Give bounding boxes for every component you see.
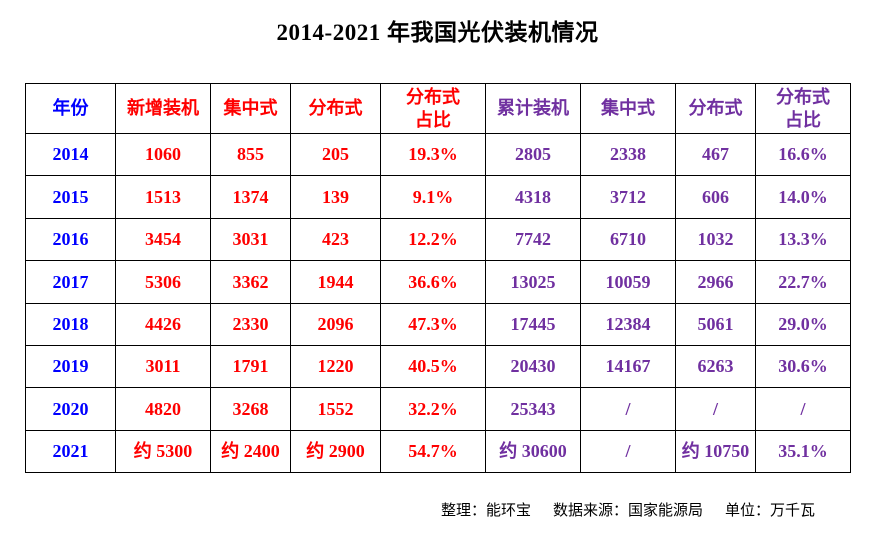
cell-value: 6263 xyxy=(675,344,756,389)
cell-year: 2019 xyxy=(25,344,116,389)
cell-value: 423 xyxy=(290,217,381,262)
cell-value: 3011 xyxy=(115,344,211,389)
cell-value: 40.5% xyxy=(380,344,486,389)
cell-value: 606 xyxy=(675,175,756,219)
cell-value: 7742 xyxy=(485,217,581,262)
cell-year: 2016 xyxy=(25,217,116,262)
cell-value: / xyxy=(755,387,851,431)
cell-value: 5061 xyxy=(675,302,756,346)
cell-value: 约 2900 xyxy=(290,429,381,474)
cell-value: 16.6% xyxy=(755,132,851,177)
cell-value: 29.0% xyxy=(755,302,851,346)
header-cell-2: 集中式 xyxy=(210,83,291,134)
cell-value: 19.3% xyxy=(380,132,486,177)
footer: 整理：能环宝 数据来源：国家能源局 单位：万千瓦 xyxy=(441,499,815,520)
cell-value: 47.3% xyxy=(380,302,486,346)
table-row: 2014 1060 855 205 19.3% 2805 2338 467 16.6% xyxy=(25,132,851,177)
cell-value: 467 xyxy=(675,132,756,177)
cell-value: 5306 xyxy=(115,260,211,304)
cell-value: 1220 xyxy=(290,344,381,389)
cell-value: 10059 xyxy=(580,260,676,304)
cell-value: 2096 xyxy=(290,302,381,346)
cell-value: 1791 xyxy=(210,344,291,389)
cell-value: 14.0% xyxy=(755,175,851,219)
cell-year: 2015 xyxy=(25,175,116,219)
cell-value: / xyxy=(675,387,756,431)
cell-value: 17445 xyxy=(485,302,581,346)
cell-value: 32.2% xyxy=(380,387,486,431)
cell-year: 2018 xyxy=(25,302,116,346)
cell-value: 3268 xyxy=(210,387,291,431)
header-cell-3: 分布式 xyxy=(290,83,381,134)
cell-value: 22.7% xyxy=(755,260,851,304)
table-row: 2019 3011 1791 1220 40.5% 20430 14167 6263 30.6% xyxy=(25,344,851,389)
cell-value: 12384 xyxy=(580,302,676,346)
cell-year: 2020 xyxy=(25,387,116,431)
table-row: 2016 3454 3031 423 12.2% 7742 6710 1032 13.3% xyxy=(25,217,851,262)
cell-year: 2021 xyxy=(25,429,116,474)
cell-value: 1944 xyxy=(290,260,381,304)
cell-value: / xyxy=(580,429,676,474)
header-cell-4: 分布式 占比 xyxy=(380,83,486,134)
pv-installation-table: 年份 新增装机 集中式 分布式 分布式 占比 累计装机 集中式 分布式 分布式 占比 2014 1… xyxy=(25,83,851,474)
table-header-row: 年份 新增装机 集中式 分布式 分布式 占比 累计装机 集中式 分布式 分布式 占比 xyxy=(25,83,851,134)
header-cell-0: 年份 xyxy=(25,83,116,134)
cell-value: 1374 xyxy=(210,175,291,219)
header-cell-6: 集中式 xyxy=(580,83,676,134)
cell-year: 2014 xyxy=(25,132,116,177)
cell-value: 6710 xyxy=(580,217,676,262)
cell-value: 约 2400 xyxy=(210,429,291,474)
cell-value: / xyxy=(580,387,676,431)
cell-value: 13.3% xyxy=(755,217,851,262)
cell-value: 1060 xyxy=(115,132,211,177)
cell-value: 约 10750 xyxy=(675,429,756,474)
page-title: 2014-2021 年我国光伏装机情况 xyxy=(276,20,599,45)
footer-compiled-by: 整理：能环宝 xyxy=(440,503,531,519)
cell-value: 2966 xyxy=(675,260,756,304)
cell-value: 13025 xyxy=(485,260,581,304)
cell-value: 约 5300 xyxy=(115,429,211,474)
cell-value: 1032 xyxy=(675,217,756,262)
cell-value: 3031 xyxy=(210,217,291,262)
cell-value: 30.6% xyxy=(755,344,851,389)
cell-value: 2338 xyxy=(580,132,676,177)
cell-value: 3454 xyxy=(115,217,211,262)
cell-value: 1513 xyxy=(115,175,211,219)
header-cell-7: 分布式 xyxy=(675,83,756,134)
header-cell-5: 累计装机 xyxy=(485,83,581,134)
cell-value: 54.7% xyxy=(380,429,486,474)
cell-value: 2805 xyxy=(485,132,581,177)
cell-value: 3712 xyxy=(580,175,676,219)
cell-value: 20430 xyxy=(485,344,581,389)
cell-value: 855 xyxy=(210,132,291,177)
table-row: 2020 4820 3268 1552 32.2% 25343// / xyxy=(25,387,851,431)
cell-value: 1552 xyxy=(290,387,381,431)
cell-value: 3362 xyxy=(210,260,291,304)
table-row: 2018 4426 2330 2096 47.3% 17445 12384 5061 29.0% xyxy=(25,302,851,346)
header-cell-1: 新增装机 xyxy=(115,83,211,134)
cell-value: 25343 xyxy=(485,387,581,431)
cell-value: 4820 xyxy=(115,387,211,431)
cell-value: 12.2% xyxy=(380,217,486,262)
table-row: 2021 约 5300 约 2400 约 2900 54.7% 约 30600/约 107… xyxy=(25,429,851,474)
footer-data-source: 数据来源：国家能源局 xyxy=(552,503,703,519)
header-cell-8: 分布式 占比 xyxy=(755,83,851,134)
cell-value: 14167 xyxy=(580,344,676,389)
table-row: 2017 5306 3362 1944 36.6% 13025 10059 2966 22.7% xyxy=(25,260,851,304)
cell-value: 36.6% xyxy=(380,260,486,304)
cell-value: 2330 xyxy=(210,302,291,346)
cell-value: 9.1% xyxy=(380,175,486,219)
footer-unit: 单位：万千瓦 xyxy=(724,503,815,519)
cell-value: 35.1% xyxy=(755,429,851,474)
cell-year: 2017 xyxy=(25,260,116,304)
cell-value: 139 xyxy=(290,175,381,219)
cell-value: 4426 xyxy=(115,302,211,346)
cell-value: 4318 xyxy=(485,175,581,219)
table-row: 2015 1513 1374 139 9.1% 4318 3712 606 14.0% xyxy=(25,175,851,219)
cell-value: 205 xyxy=(290,132,381,177)
cell-value: 约 30600 xyxy=(485,429,581,474)
